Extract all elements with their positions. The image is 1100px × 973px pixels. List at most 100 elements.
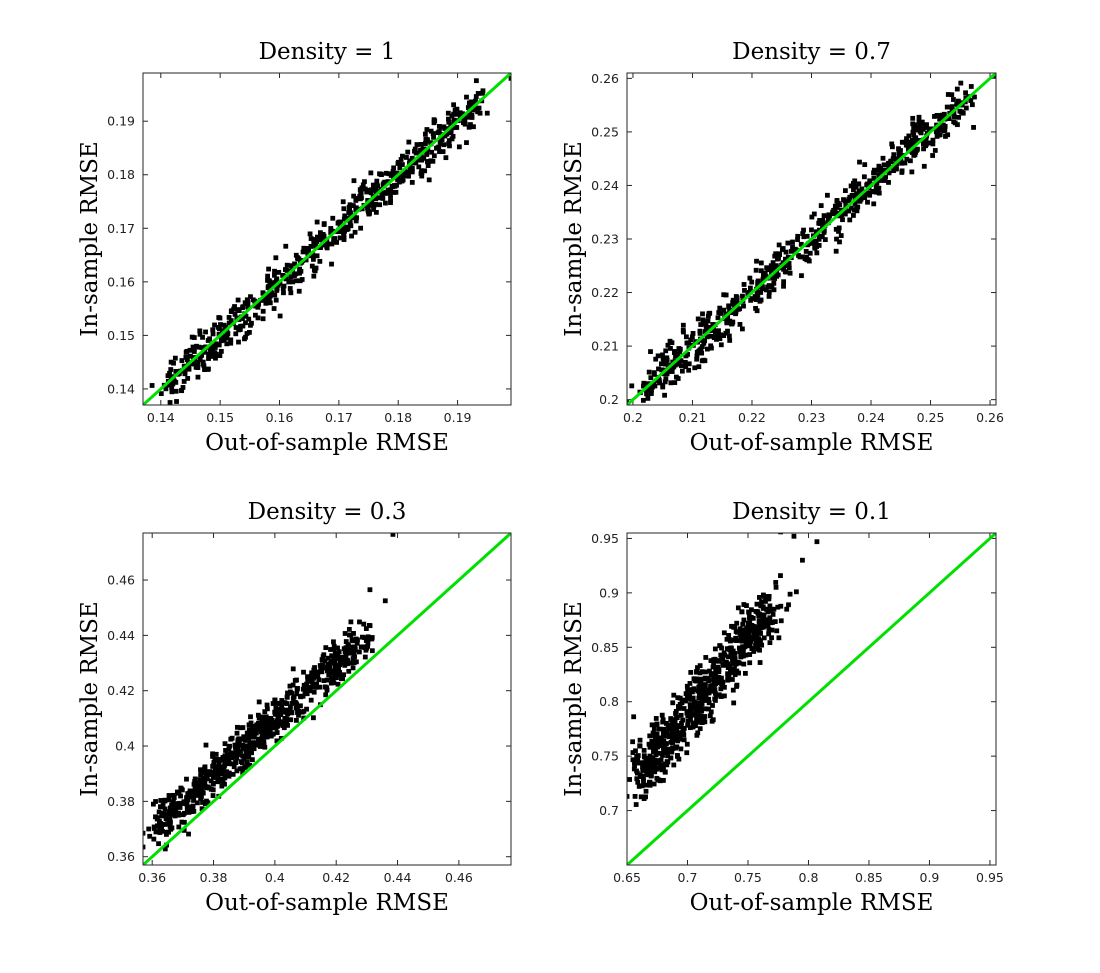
scatter-point	[457, 110, 463, 116]
scatter-point	[665, 342, 671, 348]
scatter-point	[273, 705, 279, 711]
scatter-point	[307, 677, 313, 683]
x-tick-label: 0.21	[679, 410, 707, 425]
scatter-point	[910, 129, 916, 135]
scatter-point	[715, 664, 721, 670]
scatter-point	[871, 175, 877, 181]
x-tick-label: 0.4	[265, 870, 285, 885]
scatter-point	[266, 724, 272, 729]
scatter-point	[664, 762, 670, 768]
scatter-point	[666, 733, 672, 738]
scatter-point	[764, 622, 770, 628]
scatter-point	[633, 748, 638, 754]
scatter-point	[663, 348, 669, 354]
scatter-point	[661, 750, 667, 755]
scatter-point	[418, 147, 423, 153]
scatter-point	[191, 335, 197, 340]
scatter-point	[767, 284, 773, 289]
scatter-point	[324, 677, 330, 683]
scatter-point	[755, 645, 761, 651]
scatter-point	[915, 127, 920, 133]
scatter-point	[696, 684, 702, 690]
scatter-point	[421, 146, 427, 152]
scatter-point	[661, 726, 667, 732]
scatter-point	[772, 619, 778, 625]
scatter-point	[718, 694, 724, 699]
scatter-point	[185, 375, 191, 381]
scatter-point	[713, 331, 718, 337]
scatter-point	[200, 790, 206, 795]
scatter-point	[397, 165, 403, 171]
scatter-point	[295, 685, 300, 691]
scatter-point	[298, 703, 303, 709]
scatter-point	[218, 348, 224, 354]
scatter-point	[202, 784, 208, 789]
scatter-point	[275, 709, 281, 715]
scatter-point	[724, 646, 730, 652]
scatter-point	[734, 620, 740, 626]
scatter-point	[278, 719, 283, 725]
scatter-point	[313, 243, 319, 249]
scatter-point	[304, 691, 310, 697]
scatter-point	[759, 623, 765, 628]
scatter-point	[317, 230, 323, 236]
scatter-point	[292, 700, 298, 705]
scatter-point	[766, 626, 772, 632]
scatter-point	[747, 652, 753, 657]
scatter-point	[972, 94, 977, 100]
y-tick-label: 0.19	[107, 114, 135, 129]
scatter-point	[759, 284, 765, 290]
scatter-point	[683, 364, 689, 369]
scatter-point	[640, 773, 646, 779]
scatter-point	[419, 168, 424, 174]
scatter-point	[247, 740, 253, 746]
scatter-point	[382, 200, 388, 206]
scatter-point	[699, 350, 705, 356]
scatter-point	[679, 368, 685, 374]
scatter-point	[674, 723, 680, 729]
scatter-point	[466, 111, 472, 117]
scatter-point	[655, 735, 661, 741]
scatter-point	[179, 388, 185, 394]
scatter-point	[739, 638, 745, 644]
scatter-point	[686, 340, 691, 346]
scatter-point	[670, 737, 676, 743]
scatter-point	[819, 234, 825, 240]
scatter-point	[757, 660, 763, 665]
scatter-point	[765, 609, 770, 615]
scatter-point	[213, 341, 219, 347]
scatter-point	[958, 80, 964, 86]
scatter-point	[258, 736, 264, 742]
scatter-point	[926, 140, 932, 146]
scatter-point	[332, 651, 338, 656]
scatter-point	[233, 325, 239, 330]
scatter-point	[341, 656, 347, 662]
scatter-point	[908, 139, 913, 145]
scatter-point	[169, 389, 175, 395]
scatter-point	[301, 708, 307, 714]
scatter-point	[362, 179, 367, 185]
scatter-point	[235, 297, 241, 303]
scatter-point	[794, 247, 799, 253]
scatter-point	[879, 168, 885, 174]
scatter-point	[702, 689, 708, 695]
scatter-point	[710, 703, 715, 708]
scatter-point	[373, 209, 379, 215]
scatter-point	[855, 204, 861, 210]
scatter-point	[418, 141, 424, 147]
scatter-point	[177, 805, 183, 810]
scatter-point	[173, 808, 179, 814]
scatter-point	[191, 798, 196, 803]
scatter-point	[946, 116, 952, 121]
scatter-point	[210, 763, 216, 769]
scatter-point	[758, 268, 764, 274]
scatter-point	[672, 349, 678, 354]
scatter-point	[923, 137, 929, 142]
scatter-point	[968, 84, 974, 89]
scatter-point	[633, 802, 639, 807]
scatter-point	[778, 533, 784, 535]
scatter-point	[188, 353, 193, 359]
scatter-point	[717, 336, 723, 342]
scatter-point	[317, 258, 323, 264]
scatter-point	[275, 723, 281, 729]
